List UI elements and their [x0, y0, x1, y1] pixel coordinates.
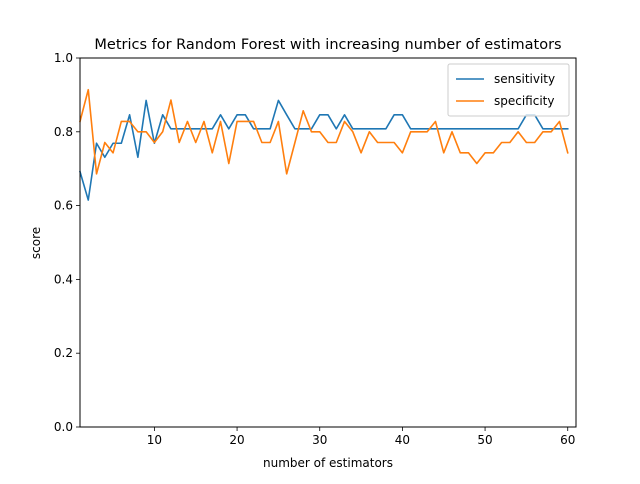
- y-tick-label: 0.8: [54, 125, 73, 139]
- x-tick-label: 60: [560, 433, 575, 447]
- x-tick-label: 30: [312, 433, 327, 447]
- plot-area: 10 20 30 40 50 60 0.0 0.2 0.4 0.6 0.8 1.0: [54, 51, 577, 447]
- x-tick-label: 40: [395, 433, 410, 447]
- legend-box: [447, 63, 570, 117]
- y-tick-label: 1.0: [54, 51, 73, 65]
- chart-title: Metrics for Random Forest with increasin…: [94, 37, 561, 53]
- x-tick-label: 10: [147, 433, 162, 447]
- legend-label-sensitivity: sensitivity: [494, 72, 555, 86]
- y-tick-label: 0.4: [54, 272, 73, 286]
- y-axis-label: score: [29, 227, 43, 259]
- y-tick-label: 0.2: [54, 346, 73, 360]
- series-line-sensitivity: [79, 99, 569, 201]
- y-tick-label: 0.6: [54, 199, 73, 213]
- series-line-specificity: [79, 88, 569, 175]
- legend-label-specificity: specificity: [494, 94, 554, 108]
- x-axis-label: number of estimators: [263, 456, 393, 470]
- y-tick-label: 0.0: [54, 420, 73, 434]
- plot-frame: [79, 57, 577, 428]
- legend: sensitivity specificity: [447, 63, 570, 117]
- x-tick-label: 20: [229, 433, 244, 447]
- x-tick-label: 50: [477, 433, 492, 447]
